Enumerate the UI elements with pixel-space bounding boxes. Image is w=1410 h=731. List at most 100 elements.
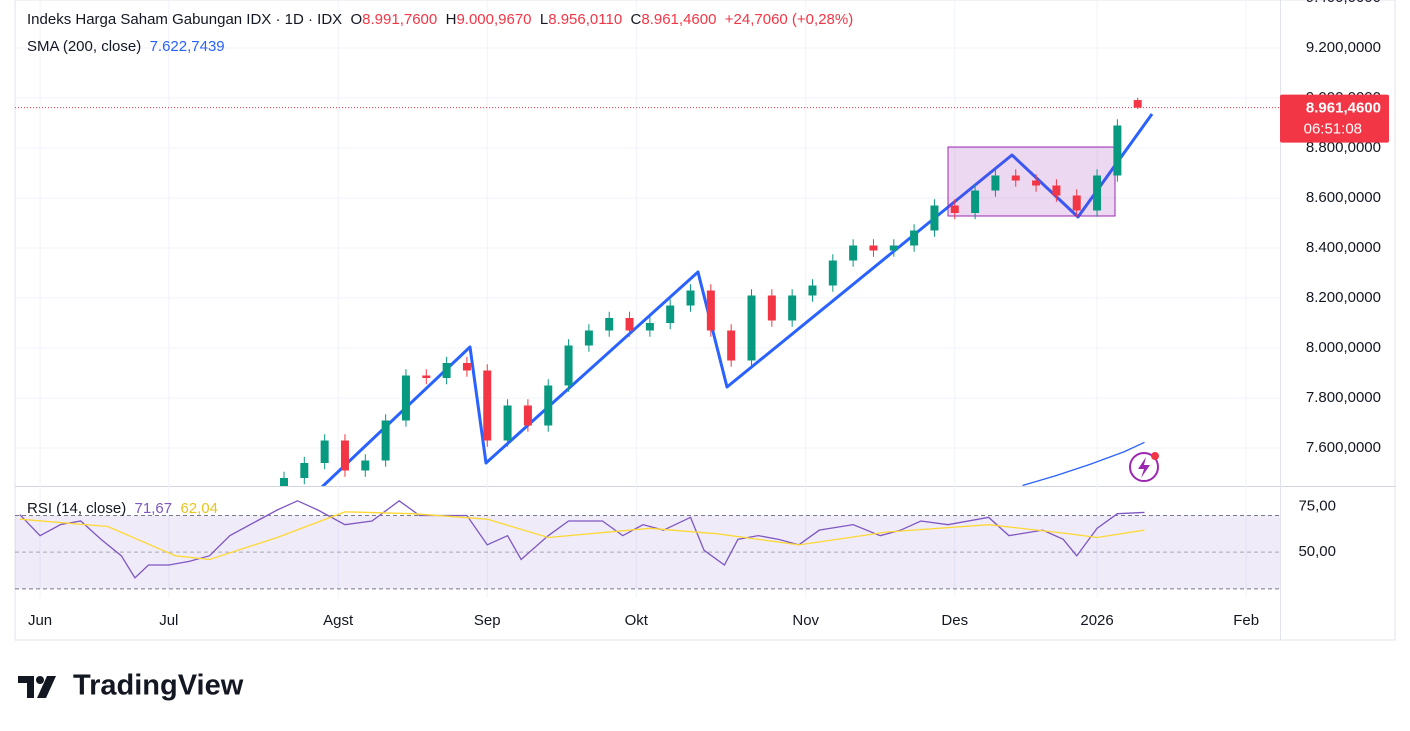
candle-body bbox=[686, 290, 695, 306]
candle-body bbox=[788, 295, 797, 321]
sma-legend: SMA (200, close) 7.622,7439 bbox=[27, 38, 225, 55]
candle-body bbox=[483, 370, 492, 441]
candle-body bbox=[991, 175, 1000, 191]
candle-body bbox=[320, 440, 329, 463]
chart-frame bbox=[14, 0, 1396, 641]
c-value: 8.961,4600 bbox=[641, 11, 717, 28]
o-key: O bbox=[350, 11, 363, 28]
candle-body bbox=[361, 460, 370, 471]
price-label-box bbox=[1280, 94, 1389, 143]
candle-body bbox=[503, 405, 512, 441]
candle-body bbox=[1093, 175, 1102, 211]
candle-body bbox=[584, 330, 593, 346]
x-tick-label: 2026 bbox=[1080, 612, 1113, 629]
h-key: H bbox=[445, 11, 457, 28]
logo-mark bbox=[18, 676, 34, 698]
l-key: L bbox=[539, 11, 549, 28]
candle-body bbox=[808, 285, 817, 296]
x-tick-label: Des bbox=[941, 612, 968, 629]
candle-body bbox=[666, 305, 675, 323]
y-tick-label: 8.000,0000 bbox=[1306, 339, 1381, 356]
y-tick-label: 7.600,0000 bbox=[1306, 439, 1381, 456]
candle-body bbox=[1113, 125, 1122, 176]
x-tick-label: Feb bbox=[1233, 612, 1259, 629]
rsi-pane bbox=[15, 500, 1280, 590]
candle-body bbox=[828, 260, 837, 286]
countdown: 06:51:08 bbox=[1304, 121, 1362, 138]
logo-mark bbox=[37, 676, 56, 698]
line bbox=[19, 500, 1145, 579]
y-tick-label: 9.200,0000 bbox=[1306, 39, 1381, 56]
candle-body bbox=[869, 245, 878, 251]
axes: Jun Jul Agst Sep Okt Nov Des 2026 Feb 7.600,0000 7… bbox=[28, 0, 1389, 629]
icon-dot bbox=[1151, 452, 1159, 460]
candle-body bbox=[1032, 180, 1041, 186]
logo-mark bbox=[36, 676, 44, 684]
x-tick-label: Sep bbox=[474, 612, 501, 629]
x-tick-label: Nov bbox=[792, 612, 819, 629]
symbol-legend: Indeks Harga Saham Gabungan IDX · 1D · I… bbox=[27, 11, 853, 28]
candle-body bbox=[950, 205, 959, 213]
candle-body bbox=[747, 295, 756, 361]
x-tick-label: Okt bbox=[625, 612, 649, 629]
sma-value: 7.622,7439 bbox=[149, 38, 225, 55]
c-key: C bbox=[630, 11, 642, 28]
symbol: Indeks Harga Saham Gabungan IDX · 1D · I… bbox=[27, 11, 343, 28]
rsi-tick-label: 75,00 bbox=[1298, 497, 1336, 514]
candle-body bbox=[605, 318, 614, 331]
candle-body bbox=[279, 478, 288, 486]
candle-body bbox=[1011, 175, 1020, 181]
candle-body bbox=[625, 318, 634, 331]
price-pane bbox=[15, 97, 1280, 486]
x-tick-label: Agst bbox=[323, 612, 354, 629]
alert-icon bbox=[1129, 452, 1159, 482]
icon-bolt bbox=[1138, 457, 1150, 478]
y-tick-label: 8.400,0000 bbox=[1306, 239, 1381, 256]
x-tick-label: Jun bbox=[28, 612, 52, 629]
candle-body bbox=[564, 345, 573, 386]
candle-body bbox=[767, 295, 776, 321]
candle-body bbox=[300, 463, 309, 478]
change: +24,7060 (+0,28%) bbox=[724, 11, 854, 28]
logo-text: TradingView bbox=[73, 670, 244, 702]
rsi-legend: RSI (14, close) 71,67 62,04 bbox=[27, 500, 218, 517]
candle-body bbox=[442, 363, 451, 378]
candle-body bbox=[930, 205, 939, 231]
candle-body bbox=[422, 375, 431, 378]
candle-body bbox=[340, 440, 349, 471]
y-tick-label: 9.400,0000 bbox=[1306, 0, 1381, 6]
candle-body bbox=[849, 245, 858, 261]
candle-body bbox=[462, 363, 471, 371]
candle-body bbox=[1072, 195, 1081, 211]
candle-body bbox=[381, 420, 390, 461]
h-value: 9.000,9670 bbox=[456, 11, 532, 28]
y-tick-label: 8.800,0000 bbox=[1306, 139, 1381, 156]
price-label: 8.961,4600 bbox=[1306, 100, 1381, 117]
candle-body bbox=[706, 290, 715, 331]
candle-body bbox=[645, 323, 654, 331]
y-tick-label: 8.200,0000 bbox=[1306, 289, 1381, 306]
candle-body bbox=[544, 385, 553, 426]
logo: TradingView bbox=[18, 670, 244, 702]
candle-body bbox=[401, 375, 410, 421]
candle-body bbox=[727, 330, 736, 361]
candle-body bbox=[910, 230, 919, 246]
candle-body bbox=[971, 190, 980, 213]
candle-body bbox=[889, 245, 898, 251]
y-tick-label: 8.600,0000 bbox=[1306, 189, 1381, 206]
candle-body bbox=[523, 405, 532, 426]
l-value: 8.956,0110 bbox=[548, 11, 623, 28]
candle-body bbox=[1052, 185, 1061, 196]
line bbox=[19, 511, 1145, 561]
x-tick-label: Jul bbox=[159, 612, 178, 629]
rsi-value: 71,67 bbox=[134, 500, 173, 517]
candle-body bbox=[1133, 100, 1142, 108]
o-value: 8.991,7600 bbox=[362, 11, 438, 28]
y-tick-label: 7.800,0000 bbox=[1306, 389, 1381, 406]
line bbox=[1022, 441, 1145, 486]
grid bbox=[15, 0, 1280, 598]
rsi-name: RSI (14, close) bbox=[27, 500, 127, 517]
rsi-tick-label: 50,00 bbox=[1298, 543, 1336, 560]
